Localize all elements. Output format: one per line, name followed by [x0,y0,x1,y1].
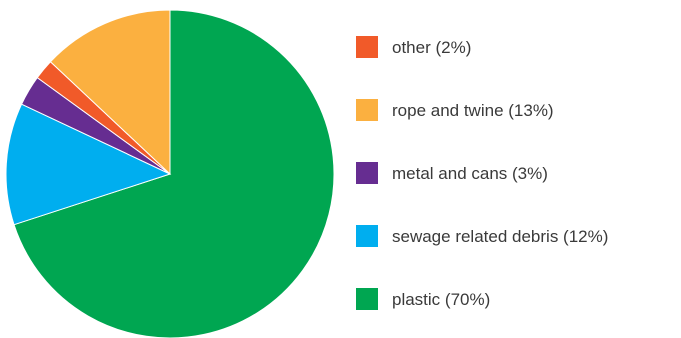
legend-item-plastic: plastic (70%) [356,288,490,310]
legend-swatch [356,162,378,184]
pie-slice-sewage-related-debris [5,103,172,226]
legend-label: sewage related debris (12%) [392,227,608,246]
pie-slice-plastic [13,9,335,338]
legend-item-metal-and-cans: metal and cans (3%) [356,162,548,184]
legend-swatch [356,225,378,247]
legend-label: metal and cans (3%) [392,164,548,183]
legend-swatch [356,99,378,121]
legend-label: rope and twine (13%) [392,101,554,120]
legend-label: plastic (70%) [392,290,490,309]
pie-slice-rope-and-twine [49,9,171,176]
legend-item-sewage-related-debris: sewage related debris (12%) [356,225,608,247]
legend-item-other: other (2%) [356,36,471,58]
legend-item-rope-and-twine: rope and twine (13%) [356,99,554,121]
pie-slices [5,9,335,338]
legend-swatch [356,288,378,310]
legend-swatch [356,36,378,58]
legend-label: other (2%) [392,38,471,57]
legend: other (2%) rope and twine (13%) metal and … [356,36,608,310]
